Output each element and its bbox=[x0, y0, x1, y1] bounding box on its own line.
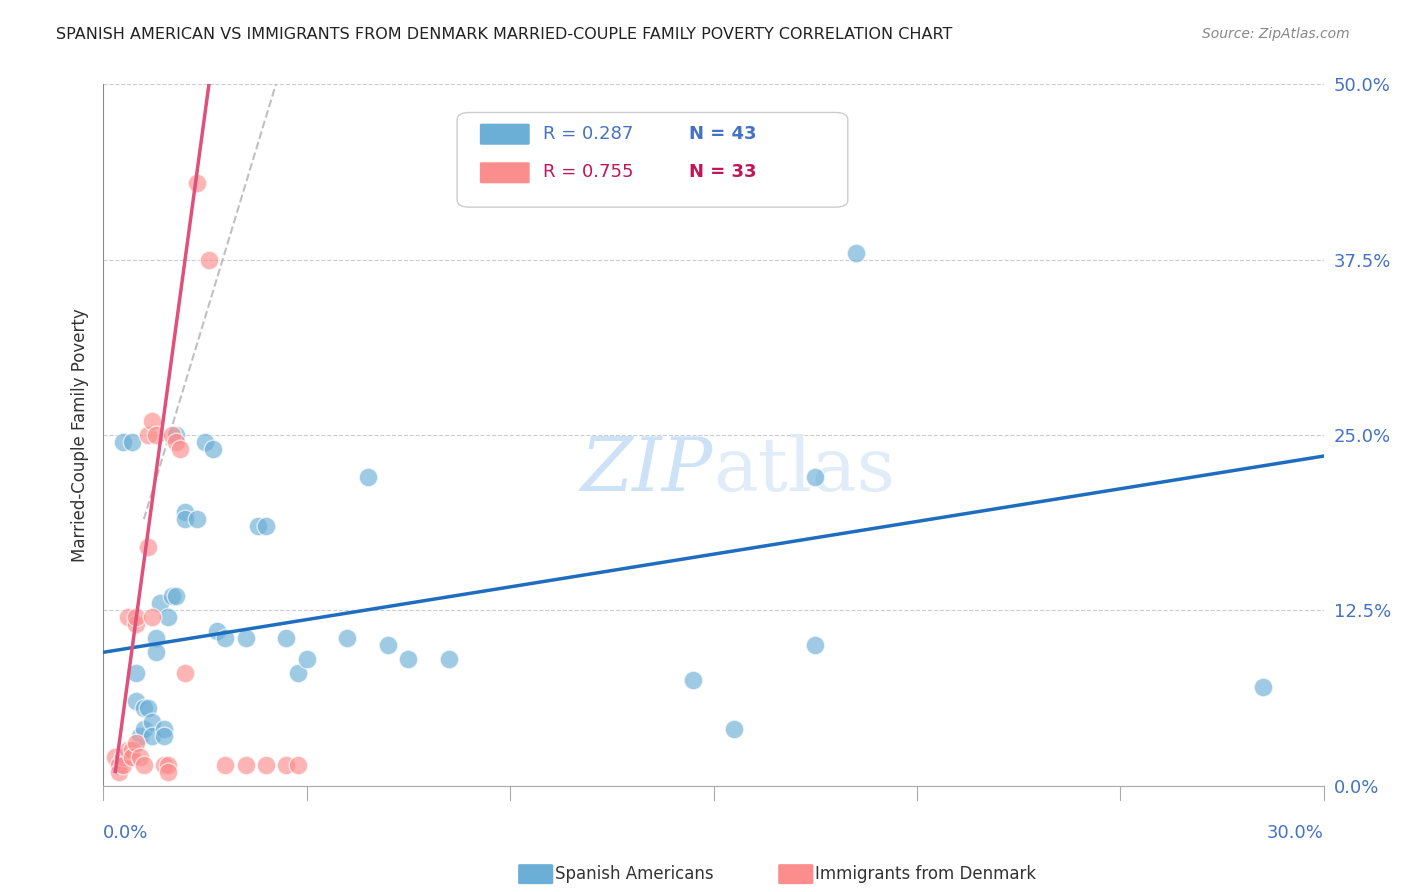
Point bbox=[162, 589, 184, 603]
Point bbox=[165, 435, 187, 450]
Point bbox=[254, 757, 277, 772]
Y-axis label: Married-Couple Family Poverty: Married-Couple Family Poverty bbox=[72, 308, 89, 562]
Point bbox=[287, 666, 309, 681]
Point bbox=[121, 743, 143, 757]
Point bbox=[125, 610, 148, 624]
Point bbox=[157, 610, 180, 624]
Point bbox=[108, 757, 131, 772]
Point bbox=[132, 757, 155, 772]
Point bbox=[112, 750, 135, 764]
Point bbox=[117, 610, 139, 624]
Point bbox=[132, 701, 155, 715]
Point bbox=[104, 750, 127, 764]
Text: Spanish Americans: Spanish Americans bbox=[555, 865, 714, 883]
Point bbox=[149, 596, 172, 610]
Text: SPANISH AMERICAN VS IMMIGRANTS FROM DENMARK MARRIED-COUPLE FAMILY POVERTY CORREL: SPANISH AMERICAN VS IMMIGRANTS FROM DENM… bbox=[56, 27, 953, 42]
Point bbox=[173, 512, 195, 526]
Text: ZIP: ZIP bbox=[581, 434, 713, 507]
Point bbox=[165, 428, 187, 442]
Point bbox=[125, 736, 148, 750]
Text: R = 0.287: R = 0.287 bbox=[543, 125, 633, 143]
Point bbox=[145, 645, 167, 659]
Point bbox=[136, 701, 159, 715]
Point bbox=[153, 730, 176, 744]
Text: Immigrants from Denmark: Immigrants from Denmark bbox=[815, 865, 1036, 883]
Point bbox=[201, 442, 224, 456]
Point bbox=[173, 666, 195, 681]
Point bbox=[165, 589, 187, 603]
Point bbox=[132, 723, 155, 737]
Text: N = 43: N = 43 bbox=[689, 125, 756, 143]
Point bbox=[254, 519, 277, 533]
Point bbox=[214, 757, 236, 772]
Point bbox=[117, 743, 139, 757]
Point bbox=[276, 632, 298, 646]
Point bbox=[804, 638, 827, 652]
Point bbox=[157, 764, 180, 779]
FancyBboxPatch shape bbox=[479, 161, 530, 184]
Point bbox=[112, 757, 135, 772]
FancyBboxPatch shape bbox=[479, 123, 530, 145]
Point bbox=[287, 757, 309, 772]
Point bbox=[377, 638, 399, 652]
Point bbox=[396, 652, 419, 666]
Text: N = 33: N = 33 bbox=[689, 163, 756, 181]
Point bbox=[112, 435, 135, 450]
Point bbox=[125, 694, 148, 708]
Text: Source: ZipAtlas.com: Source: ZipAtlas.com bbox=[1202, 27, 1350, 41]
Point bbox=[1251, 681, 1274, 695]
Point bbox=[145, 632, 167, 646]
Point bbox=[145, 428, 167, 442]
Point bbox=[246, 519, 269, 533]
Point bbox=[682, 673, 704, 688]
Point bbox=[125, 666, 148, 681]
Point bbox=[214, 632, 236, 646]
Point bbox=[235, 757, 257, 772]
Point bbox=[173, 505, 195, 519]
Point bbox=[845, 245, 868, 260]
Point bbox=[121, 750, 143, 764]
Point bbox=[141, 730, 163, 744]
Point bbox=[276, 757, 298, 772]
Point bbox=[295, 652, 318, 666]
FancyBboxPatch shape bbox=[457, 112, 848, 207]
Point bbox=[186, 512, 208, 526]
Point bbox=[128, 750, 150, 764]
Text: 30.0%: 30.0% bbox=[1267, 824, 1324, 842]
Point bbox=[157, 757, 180, 772]
Point bbox=[198, 252, 221, 267]
Point bbox=[336, 632, 359, 646]
Point bbox=[169, 442, 191, 456]
Point bbox=[136, 428, 159, 442]
Point bbox=[121, 435, 143, 450]
Point bbox=[136, 540, 159, 554]
Point bbox=[141, 414, 163, 428]
Point bbox=[125, 617, 148, 632]
Point bbox=[153, 757, 176, 772]
Point bbox=[186, 176, 208, 190]
Point bbox=[153, 723, 176, 737]
Point bbox=[128, 730, 150, 744]
Point bbox=[194, 435, 217, 450]
Point bbox=[141, 610, 163, 624]
Point bbox=[804, 470, 827, 484]
Point bbox=[108, 764, 131, 779]
Point bbox=[356, 470, 378, 484]
Point bbox=[437, 652, 460, 666]
Text: R = 0.755: R = 0.755 bbox=[543, 163, 633, 181]
Point bbox=[205, 624, 228, 639]
Text: atlas: atlas bbox=[713, 434, 896, 507]
Point bbox=[235, 632, 257, 646]
Point bbox=[162, 428, 184, 442]
Point bbox=[723, 723, 745, 737]
Point bbox=[141, 715, 163, 730]
Text: 0.0%: 0.0% bbox=[103, 824, 149, 842]
